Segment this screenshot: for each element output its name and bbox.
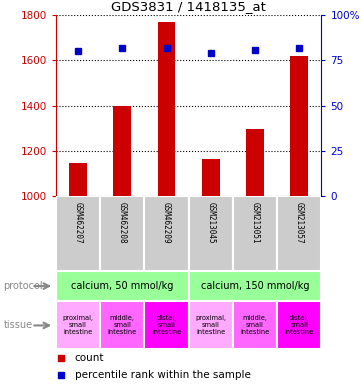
Text: count: count [74,353,104,363]
Bar [277,301,321,349]
Title: GDS3831 / 1418135_at: GDS3831 / 1418135_at [111,0,266,13]
Bar [100,196,144,271]
Bar [158,22,175,196]
Text: calcium, 150 mmol/kg: calcium, 150 mmol/kg [201,281,309,291]
Text: middle,
small
intestine: middle, small intestine [108,315,137,336]
Bar [290,56,308,196]
Bar [202,159,219,196]
Bar [144,196,188,271]
Text: calcium, 50 mmol/kg: calcium, 50 mmol/kg [71,281,174,291]
Bar [188,271,321,301]
Text: GSM213057: GSM213057 [295,202,304,243]
Text: middle,
small
intestine: middle, small intestine [240,315,270,336]
Text: GSM462207: GSM462207 [74,202,83,243]
Text: tissue: tissue [4,320,33,331]
Text: protocol: protocol [4,281,43,291]
Text: distal,
small
intestine: distal, small intestine [284,315,314,336]
Text: distal,
small
intestine: distal, small intestine [152,315,181,336]
Text: proximal,
small
intestine: proximal, small intestine [195,315,226,336]
Text: GSM462209: GSM462209 [162,202,171,243]
Bar [144,301,188,349]
Bar [277,196,321,271]
Text: GSM213045: GSM213045 [206,202,215,243]
Bar [113,106,131,196]
Bar [56,301,100,349]
Bar [233,301,277,349]
Bar [56,196,100,271]
Bar [56,271,188,301]
Bar [188,196,233,271]
Text: percentile rank within the sample: percentile rank within the sample [74,370,251,381]
Bar [69,163,87,196]
Text: GSM462208: GSM462208 [118,202,127,243]
Bar [100,301,144,349]
Bar [233,196,277,271]
Bar [246,129,264,196]
Bar [188,301,233,349]
Text: proximal,
small
intestine: proximal, small intestine [62,315,93,336]
Text: GSM213051: GSM213051 [251,202,260,243]
